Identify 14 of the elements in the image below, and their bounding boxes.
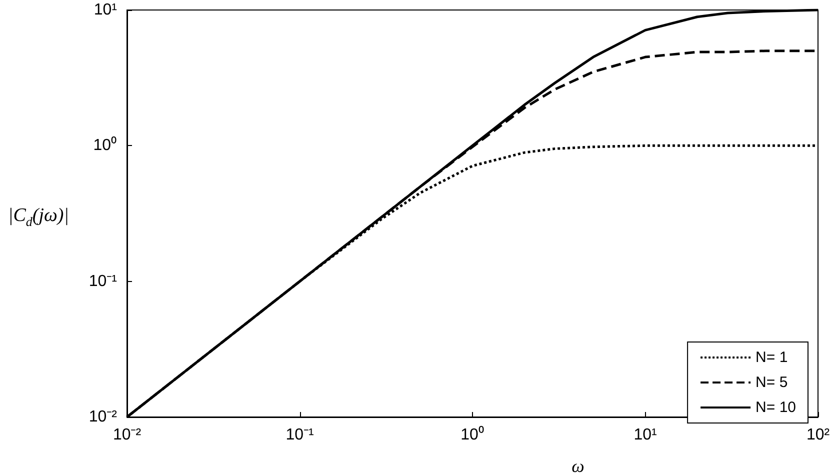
y-tick-label: 10⁻¹	[88, 272, 117, 290]
y-tick-label: 10⁰	[93, 136, 117, 154]
x-tick-label: 10²	[806, 426, 830, 444]
y-axis-title: |C$_{d}$(jω)|	[8, 205, 69, 230]
legend-label: N= 1	[756, 349, 788, 366]
y-tick-label: 10¹	[94, 2, 117, 18]
x-tick-label: 10⁰	[460, 426, 484, 444]
x-tick-label: 10⁻²	[112, 426, 142, 444]
legend-label: N= 10	[756, 399, 796, 416]
legend-label: N= 5	[756, 374, 788, 391]
x-axis-title: ω	[572, 456, 584, 475]
x-tick-label: 10¹	[634, 426, 657, 444]
y-tick-label: 10⁻²	[88, 408, 118, 426]
x-tick-label: 10⁻¹	[286, 426, 314, 444]
